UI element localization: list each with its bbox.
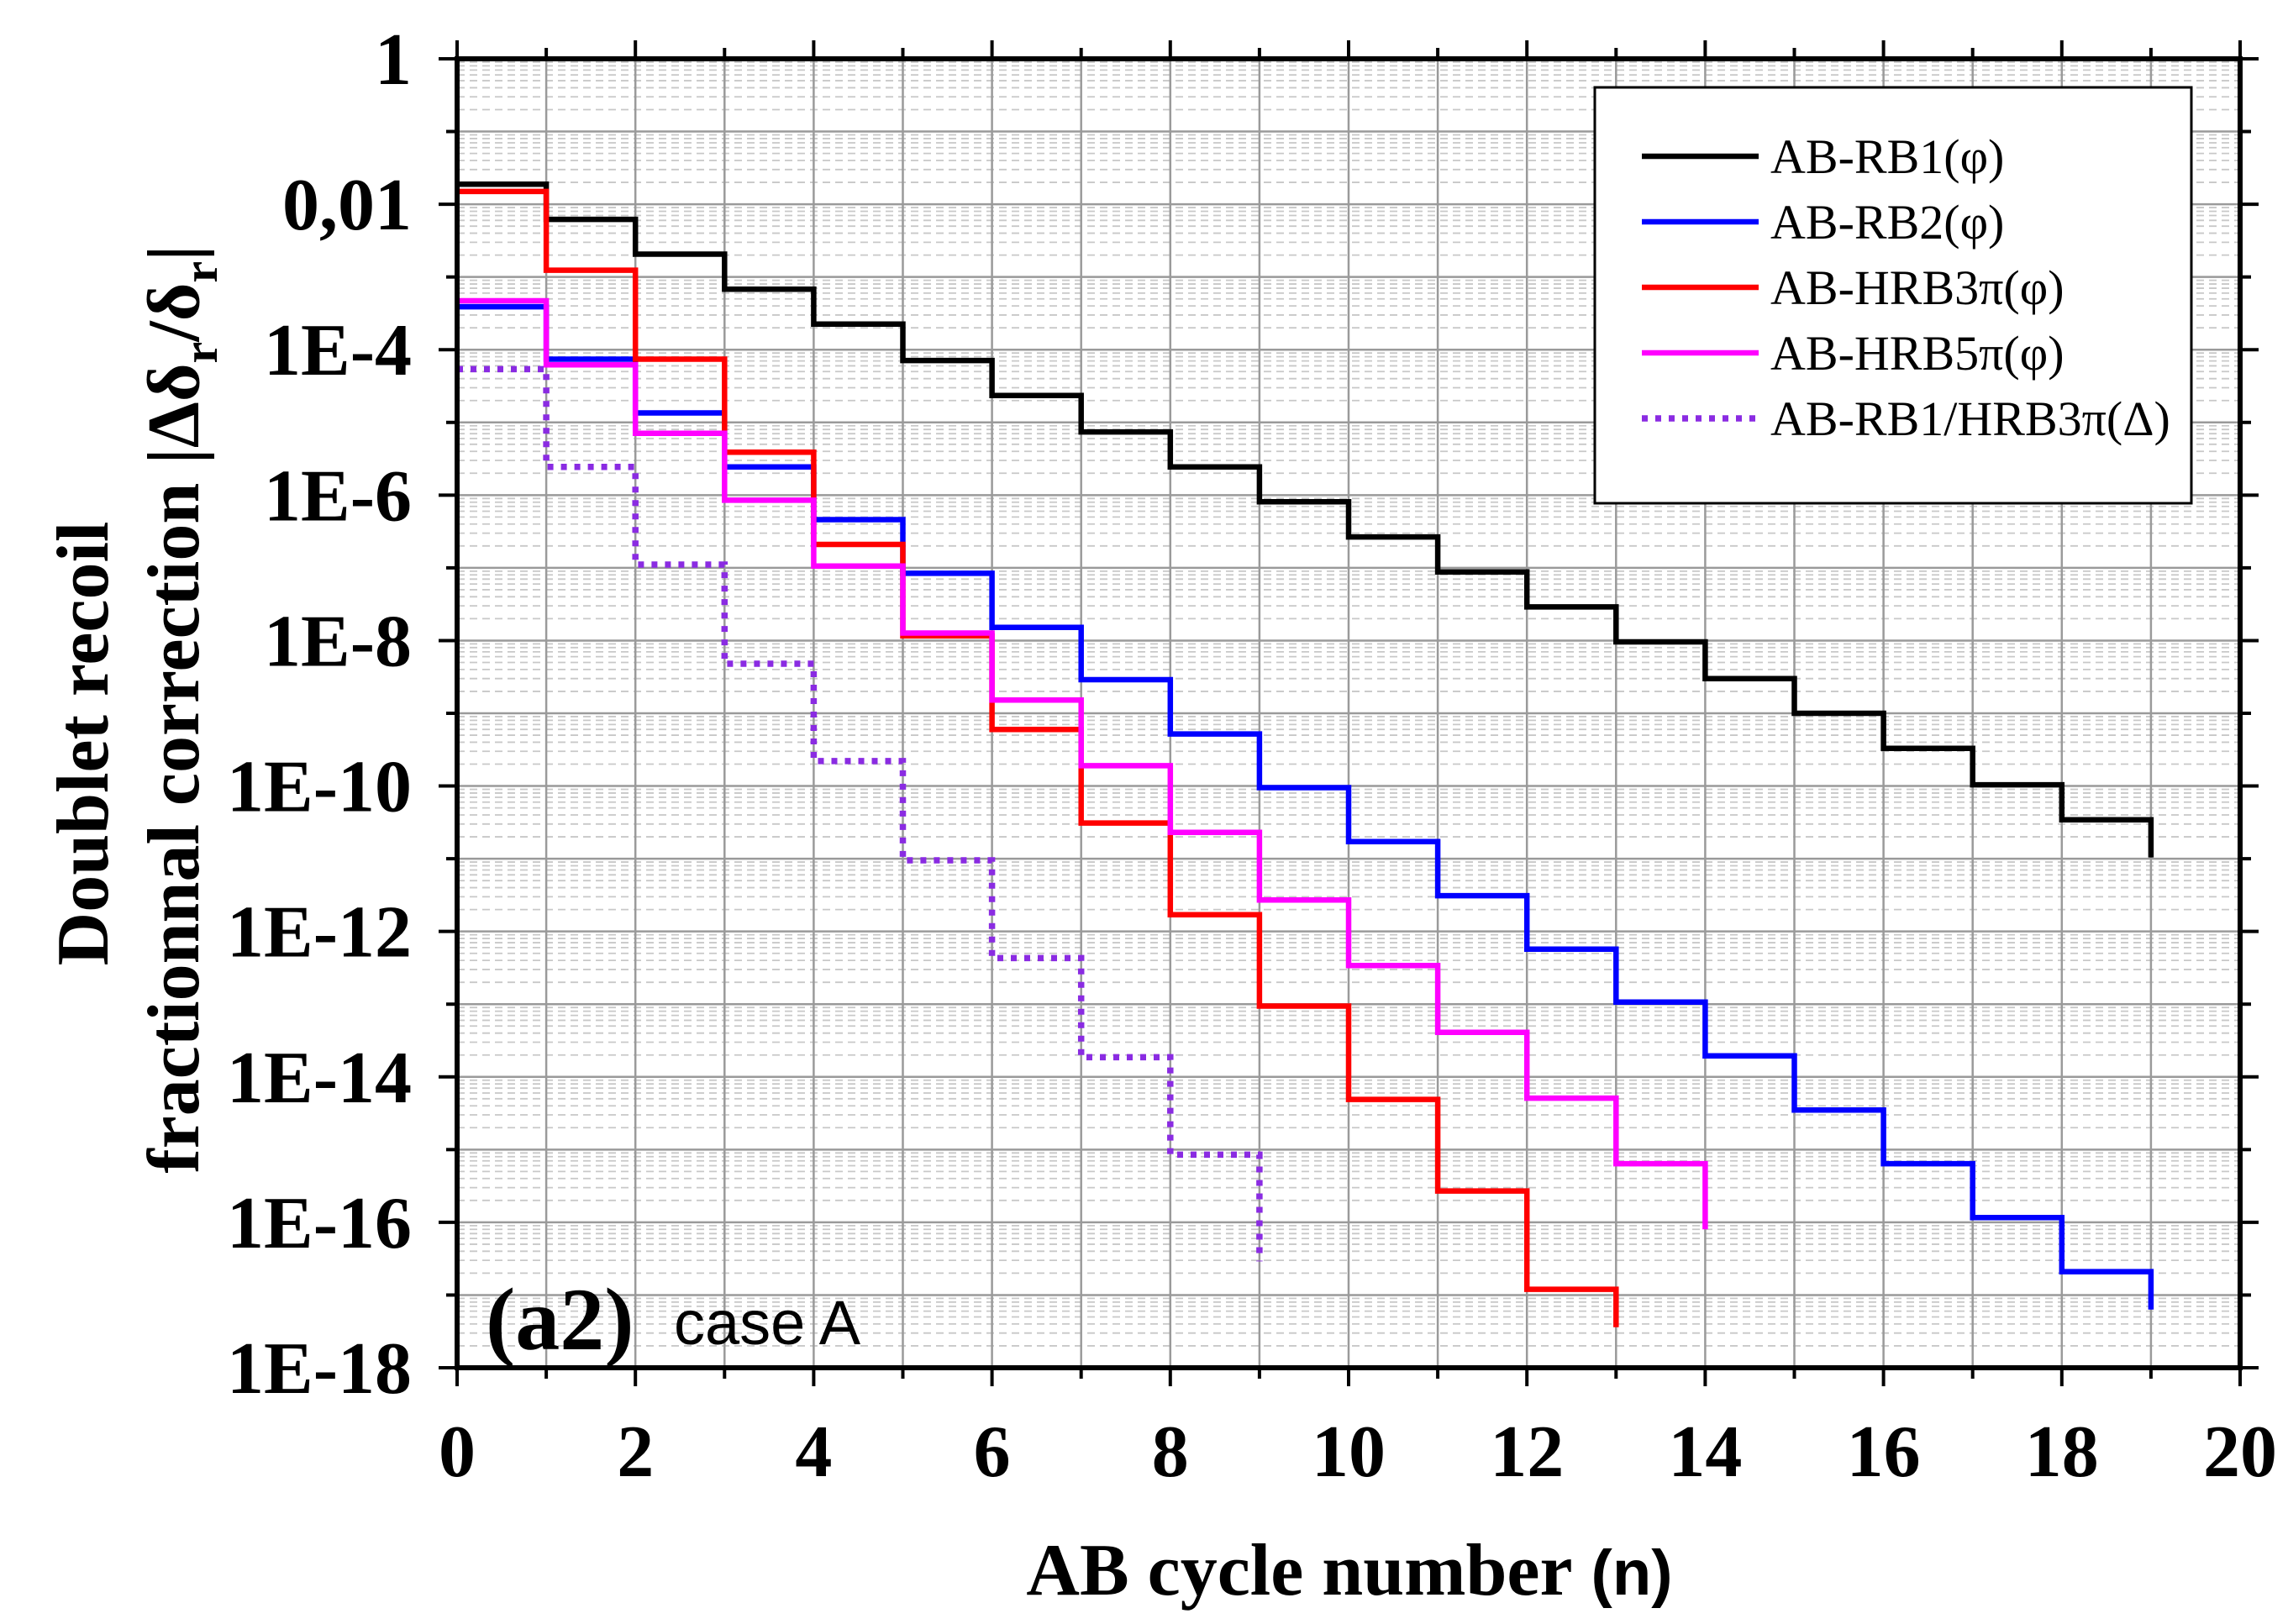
y-tick-label: 1E-18 bbox=[227, 1328, 412, 1410]
x-tick-label: 0 bbox=[439, 1411, 476, 1493]
series-layer bbox=[457, 181, 2154, 1327]
legend-label: AB-RB2(φ) bbox=[1770, 195, 2004, 250]
x-tick-label: 16 bbox=[1847, 1411, 1921, 1493]
y-tick-label: 1E-4 bbox=[264, 310, 412, 392]
y-axis-label-subscript: r bbox=[173, 261, 228, 283]
series-ab-rb1-hrb3-line bbox=[457, 365, 1263, 1262]
x-tick-label: 20 bbox=[2203, 1411, 2277, 1493]
x-axis-label-text: AB cycle number bbox=[1026, 1530, 1572, 1611]
x-tick-label: 2 bbox=[617, 1411, 654, 1493]
minor-grid bbox=[457, 61, 2240, 1347]
series-ab-rb1-line bbox=[457, 181, 2154, 858]
y-tick-labels: 1 0,01 1E-4 1E-6 1E-8 1E-10 1E-12 1E-14 1E-16 1E-… bbox=[227, 19, 412, 1410]
series-ab-rb2-line bbox=[457, 303, 2154, 1310]
y-axis-label-text: fractionnal correction |Δδ bbox=[134, 363, 215, 1173]
legend-entry: AB-HRB3π(φ) bbox=[1642, 260, 2064, 315]
y-axis-label-subscript: r bbox=[173, 342, 228, 364]
legend: AB-RB1(φ) AB-RB2(φ) AB-HRB3π(φ) AB-HRB5π… bbox=[1593, 86, 2193, 505]
y-axis-label-line2: fractionnal correction |Δδr/δr| bbox=[134, 244, 228, 1173]
x-axis-label: AB cycle number (n) bbox=[1026, 1530, 1672, 1611]
x-tick-label: 10 bbox=[1312, 1411, 1386, 1493]
legend-entry: AB-RB2(φ) bbox=[1642, 195, 2004, 250]
y-tick-label: 1E-12 bbox=[227, 892, 412, 974]
y-axis-label-bar: | bbox=[134, 244, 215, 260]
x-tick-label: 14 bbox=[1668, 1411, 1742, 1493]
x-tick-labels: 0 2 4 6 8 10 12 14 16 18 20 bbox=[439, 1411, 2277, 1493]
x-tick-label: 12 bbox=[1490, 1411, 1564, 1493]
x-axis-label-unit: (n) bbox=[1591, 1537, 1673, 1609]
series-ab-hrb5-line bbox=[457, 297, 1708, 1230]
legend-label: AB-HRB5π(φ) bbox=[1770, 326, 2064, 381]
legend-label: AB-RB1(φ) bbox=[1770, 129, 2004, 184]
legend-label: AB-RB1/HRB3π(Δ) bbox=[1770, 392, 2170, 446]
y-axis-label-line1: Doublet recoil bbox=[43, 522, 124, 966]
y-tick-label: 0,01 bbox=[282, 165, 412, 246]
case-label: case A bbox=[674, 1288, 861, 1358]
x-tick-label: 8 bbox=[1152, 1411, 1189, 1493]
axis-ticks bbox=[439, 40, 2259, 1386]
y-tick-label: 1E-6 bbox=[264, 455, 412, 537]
x-tick-label: 6 bbox=[974, 1411, 1011, 1493]
y-axis-label-divider: /δ bbox=[134, 283, 215, 343]
panel-label: (a2) bbox=[486, 1270, 634, 1369]
y-tick-label: 1E-14 bbox=[227, 1038, 412, 1119]
legend-entry: AB-RB1/HRB3π(Δ) bbox=[1642, 392, 2170, 446]
x-tick-label: 18 bbox=[2025, 1411, 2099, 1493]
y-tick-label: 1 bbox=[375, 19, 412, 101]
legend-entry: AB-HRB5π(φ) bbox=[1642, 326, 2064, 381]
legend-label: AB-HRB3π(φ) bbox=[1770, 260, 2064, 315]
y-tick-label: 1E-8 bbox=[264, 601, 412, 682]
legend-entry: AB-RB1(φ) bbox=[1642, 129, 2004, 184]
x-tick-label: 4 bbox=[795, 1411, 832, 1493]
y-tick-label: 1E-10 bbox=[227, 747, 412, 828]
y-tick-label: 1E-16 bbox=[227, 1183, 412, 1264]
